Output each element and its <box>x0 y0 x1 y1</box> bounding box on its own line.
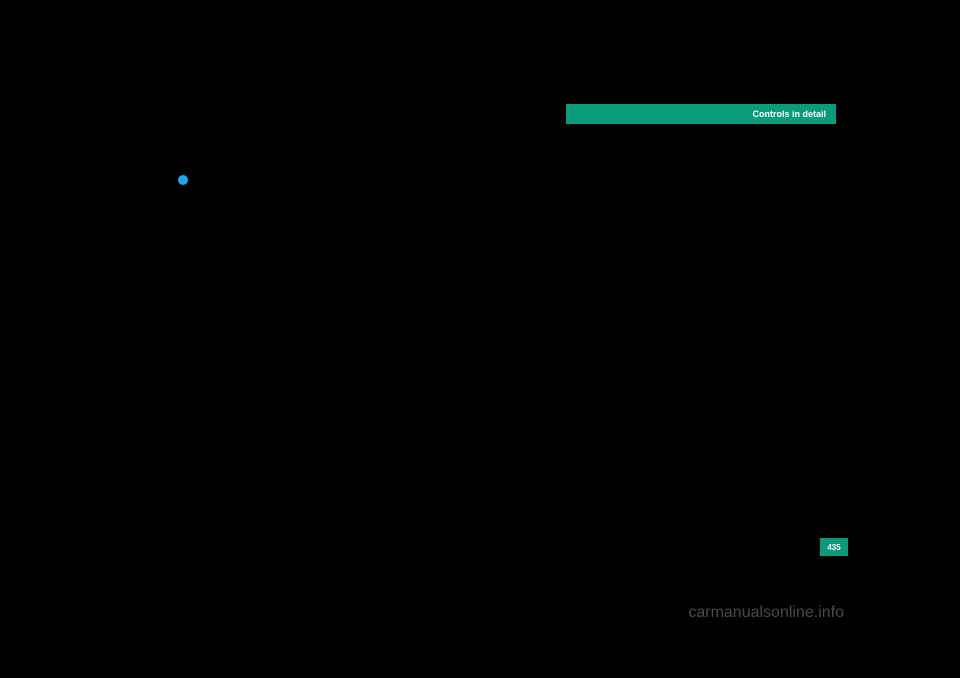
watermark-text: carmanualsonline.info <box>688 604 844 622</box>
header-title: Controls in detail <box>752 109 826 119</box>
bullet-icon <box>178 175 188 185</box>
page-number: 435 <box>827 543 840 552</box>
header-bar: Controls in detail <box>566 104 836 124</box>
page-number-box: 435 <box>820 538 848 556</box>
